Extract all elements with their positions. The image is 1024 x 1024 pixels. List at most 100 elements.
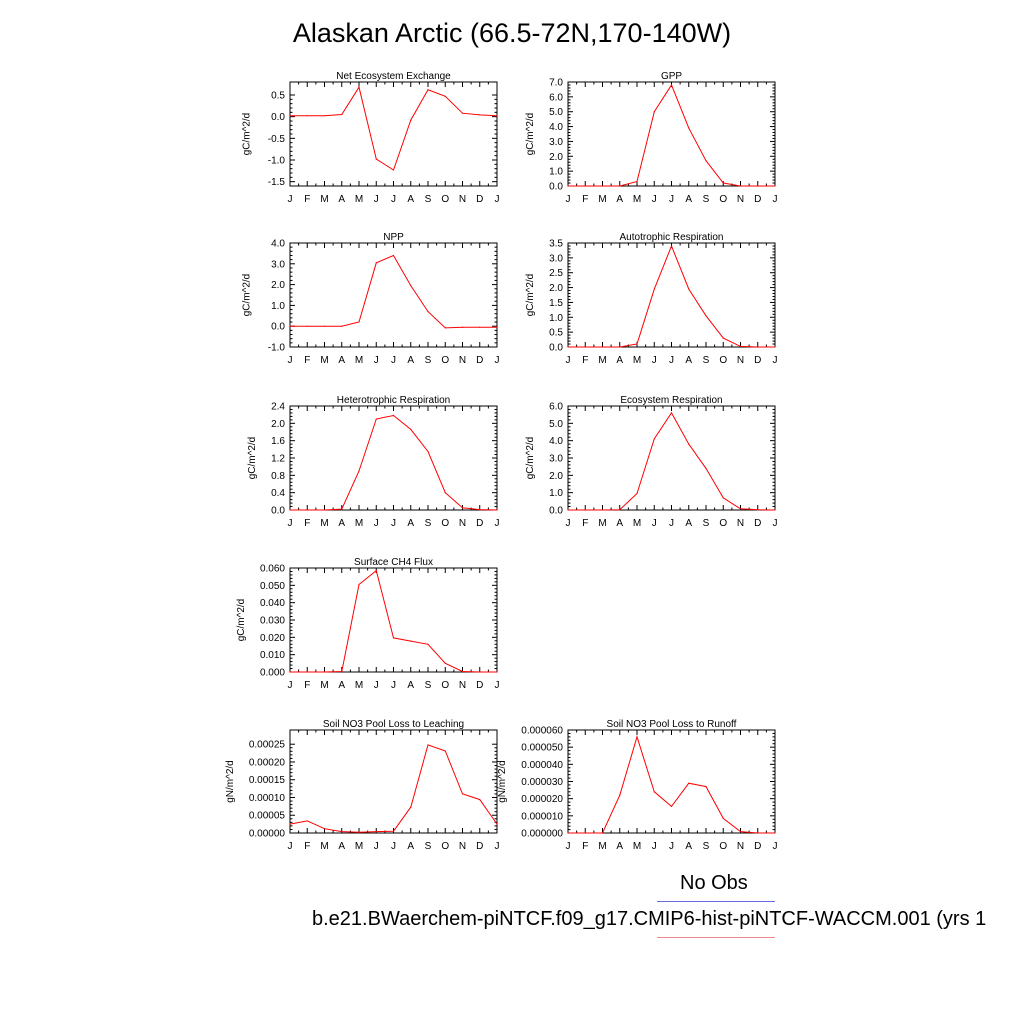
data-point [653, 438, 655, 440]
x-tick-label: M [598, 355, 606, 366]
x-tick-label: F [304, 680, 310, 691]
panel-title: GPP [661, 71, 682, 82]
x-tick-label: D [476, 355, 483, 366]
data-point [461, 507, 464, 509]
y-tick-label: 0.000020 [521, 794, 563, 805]
y-tick-label: 0.040 [260, 598, 285, 609]
y-tick-label: 1.0 [549, 488, 563, 499]
data-point [496, 671, 498, 673]
x-tick-label: M [355, 680, 363, 691]
x-tick-label: J [495, 518, 500, 529]
x-tick-label: D [476, 518, 483, 529]
data-point [392, 830, 395, 832]
x-tick-label: O [441, 355, 449, 366]
x-tick-label: J [669, 518, 674, 529]
x-tick-label: O [441, 518, 449, 529]
x-tick-label: M [355, 518, 363, 529]
panel-title: Soil NO3 Pool Loss to Runoff [607, 719, 737, 730]
x-tick-label: A [407, 680, 414, 691]
y-tick-label: 0.0 [549, 343, 563, 354]
data-point [375, 158, 377, 160]
y-tick-label: 3.0 [271, 259, 285, 270]
data-point [323, 509, 326, 511]
data-point [358, 583, 360, 586]
data-point [757, 346, 759, 348]
y-tick-label: 6.0 [549, 92, 563, 103]
x-tick-label: J [652, 194, 657, 205]
y-tick-label: 0.5 [271, 91, 285, 102]
x-tick-label: O [719, 518, 727, 529]
y-tick-label: 1.6 [271, 436, 285, 447]
x-tick-label: J [495, 355, 500, 366]
data-point [323, 325, 326, 327]
data-point [722, 817, 724, 820]
chart-panel-1: J F M A M J J A S O N D J7.06.05.04.03.02.01.00.0GPP… [525, 71, 777, 205]
x-tick-label: M [320, 680, 328, 691]
data-point [444, 95, 446, 97]
x-tick-label: J [773, 841, 778, 852]
x-tick-label: J [652, 841, 657, 852]
y-tick-label: 2.0 [549, 471, 563, 482]
data-point [461, 793, 464, 795]
data-point [341, 325, 343, 327]
data-point [636, 343, 638, 345]
x-tick-label: J [288, 841, 293, 852]
data-point [774, 832, 776, 834]
x-tick-label: N [737, 518, 744, 529]
data-point [410, 119, 412, 121]
y-tick-label: 0.00015 [249, 775, 286, 786]
x-tick-label: J [374, 518, 379, 529]
panel-title: Autotrophic Respiration [620, 232, 724, 243]
data-point [705, 786, 707, 788]
y-tick-label: 2.0 [549, 283, 563, 294]
data-point [722, 182, 724, 184]
y-tick-label: 3.0 [549, 253, 563, 264]
data-point [584, 832, 586, 834]
y-tick-label: -1.0 [268, 343, 286, 354]
y-tick-label: 0.8 [271, 471, 285, 482]
x-tick-label: J [566, 518, 571, 529]
x-tick-label: F [304, 355, 310, 366]
y-tick-label: 0.000050 [521, 743, 563, 754]
x-tick-label: J [374, 194, 379, 205]
x-tick-label: A [616, 518, 623, 529]
data-point [323, 671, 326, 673]
x-tick-label: F [582, 518, 588, 529]
data-point [739, 508, 742, 510]
x-tick-label: N [459, 841, 466, 852]
x-tick-label: M [633, 841, 641, 852]
y-tick-label: 0.060 [260, 564, 285, 575]
y-tick-label: 2.0 [271, 419, 285, 430]
data-point [306, 820, 308, 822]
data-point [653, 791, 655, 793]
y-tick-label: -1.5 [268, 177, 286, 188]
y-tick-label: 0.00000 [249, 829, 286, 840]
chart-panel-2: J F M A M J J A S O N D J4.03.02.01.00.0-1.0NPPgC/m^… [242, 232, 500, 366]
data-point [567, 346, 569, 348]
x-tick-label: A [685, 355, 692, 366]
data-point [688, 127, 690, 129]
y-tick-label: 0.000 [260, 668, 285, 679]
data-point [358, 470, 360, 472]
data-point [479, 799, 481, 801]
panel-title: Ecosystem Respiration [620, 395, 722, 406]
x-tick-label: J [495, 841, 500, 852]
x-tick-label: J [566, 355, 571, 366]
chart-panel-5: J F M A M J J A S O N D J6.05.04.03.02.01.00.0Ecosys… [525, 395, 777, 529]
plot-frame [289, 242, 498, 348]
y-tick-label: -0.5 [268, 134, 286, 145]
y-tick-label: 2.0 [549, 152, 563, 163]
data-point [619, 346, 621, 348]
y-tick-label: 2.0 [271, 280, 285, 291]
data-point [670, 245, 673, 247]
data-point [601, 185, 604, 187]
x-tick-label: J [566, 194, 571, 205]
x-tick-label: D [754, 841, 761, 852]
y-tick-label: 3.5 [549, 239, 563, 250]
y-tick-label: 6.0 [549, 402, 563, 413]
data-point [410, 428, 412, 430]
x-tick-label: S [703, 841, 710, 852]
data-point [444, 662, 446, 664]
x-tick-label: A [338, 194, 345, 205]
data-point [688, 288, 690, 290]
